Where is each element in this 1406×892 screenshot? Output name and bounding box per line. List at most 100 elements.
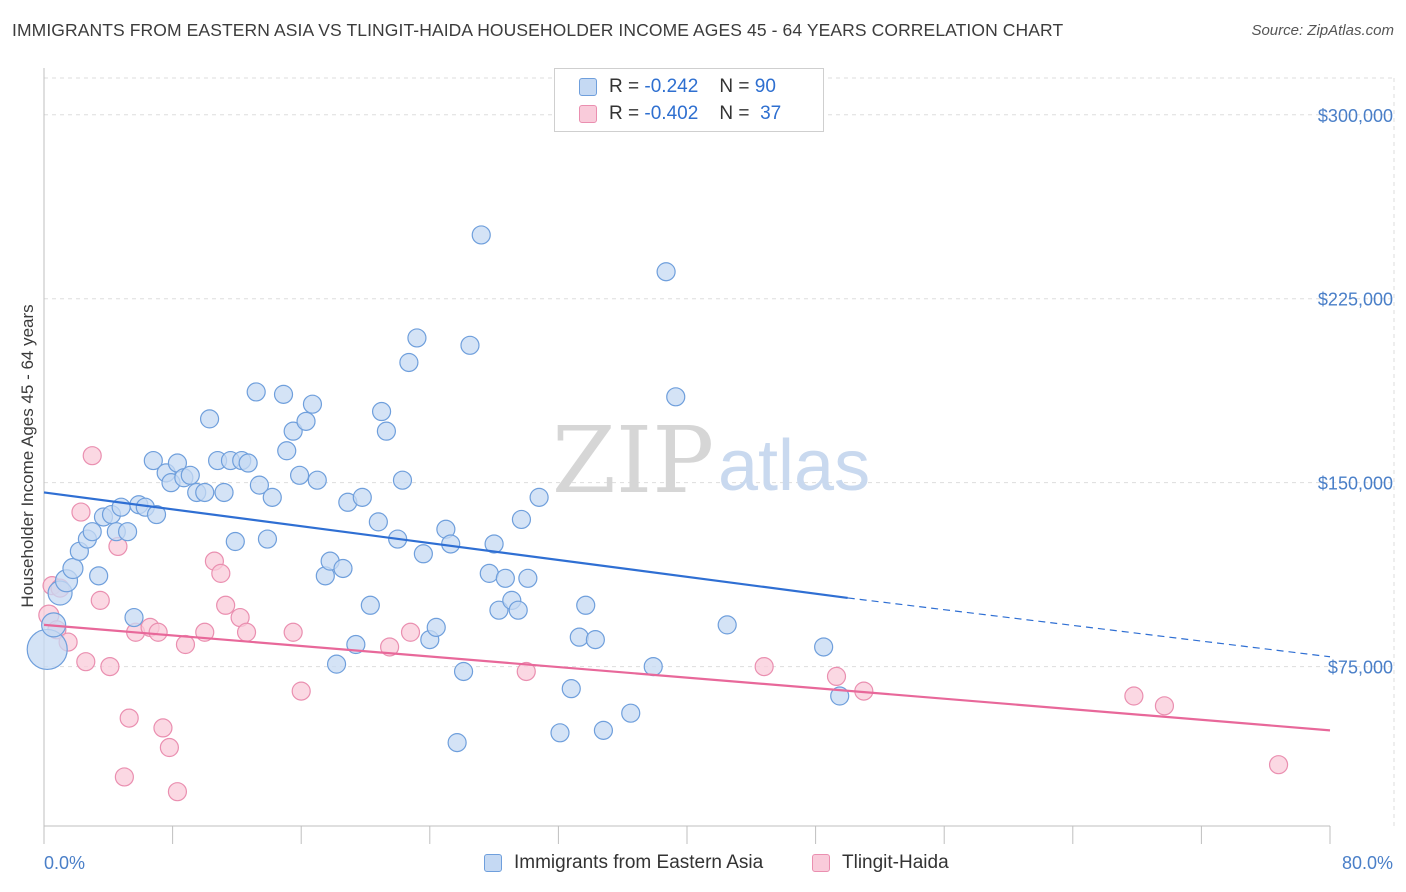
tlingit-haida-point <box>1268 755 1289 775</box>
tlingit-haida-point <box>236 622 257 642</box>
eastern-asia-trend-extension <box>847 597 1331 658</box>
y-tick-label: $150,000 <box>1318 474 1393 494</box>
y-tick-label: $75,000 <box>1328 658 1393 678</box>
eastern-asia-point <box>289 465 310 485</box>
tlingit-haida-point <box>71 502 91 522</box>
series-swatch-pink <box>812 854 830 872</box>
chart-title: IMMIGRANTS FROM EASTERN ASIA VS TLINGIT-… <box>12 20 1064 40</box>
tlingit-haida-point <box>400 622 421 642</box>
eastern-asia-point <box>246 382 266 402</box>
eastern-asia-point <box>484 534 504 554</box>
x-tick-labels: 0.0% 80.0% <box>44 853 1393 873</box>
eastern-asia-point <box>585 630 605 650</box>
eastern-asia-point <box>214 482 234 503</box>
eastern-asia-point <box>225 531 245 552</box>
eastern-asia-point <box>360 595 380 615</box>
tlingit-haida-point <box>1154 696 1175 716</box>
eastern-asia-point <box>82 522 102 542</box>
tlingit-haida-point <box>90 590 110 610</box>
legend-r-value: -0.242 <box>644 76 699 97</box>
eastern-asia-point <box>371 401 392 422</box>
eastern-asia-point <box>413 544 433 564</box>
eastern-asia-point <box>666 387 686 407</box>
eastern-asia-point <box>143 450 163 471</box>
trend-lines <box>43 491 1331 732</box>
eastern-asia-point <box>180 465 200 485</box>
legend-n-label: N = <box>719 76 750 97</box>
eastern-asia-point <box>550 723 570 743</box>
eastern-asia-point <box>89 566 109 586</box>
eastern-asia-point <box>529 487 549 507</box>
eastern-asia-point <box>489 600 509 620</box>
tlingit-haida-point <box>159 737 179 758</box>
eastern-asia-point <box>326 654 347 674</box>
tlingit-haida-point <box>119 708 139 728</box>
eastern-asia-point <box>392 470 413 490</box>
series-name: Tlingit-Haida <box>842 852 949 873</box>
eastern-asia-point <box>593 720 614 740</box>
x-tick-label: 80.0% <box>1342 853 1393 873</box>
legend-n-value: 37 <box>760 103 782 124</box>
series-legend: Immigrants from Eastern Asia Tlingit-Hai… <box>0 852 1406 878</box>
tlingit-haida-point <box>175 634 196 655</box>
legend-r-value: -0.402 <box>644 103 699 124</box>
tlingit-haida-point <box>380 637 400 657</box>
watermark: ZIP atlas <box>552 407 870 514</box>
eastern-asia-point <box>471 225 491 245</box>
tlingit-haida-point <box>283 622 303 642</box>
tlingit-haida-point <box>211 563 231 583</box>
eastern-asia-point <box>453 661 474 682</box>
y-axis-label: Householder Income Ages 45 - 64 years <box>18 304 37 607</box>
eastern-asia-point <box>352 487 372 507</box>
legend: R = -0.242 N = 90 R = -0.402 N = 37 <box>554 68 824 132</box>
tlingit-haida-point <box>82 446 102 466</box>
tlingit-haida-point <box>167 782 188 802</box>
series-legend-eastern-asia: Immigrants from Eastern Asia <box>484 852 763 874</box>
eastern-asia-point <box>569 627 589 647</box>
y-tick-label: $300,000 <box>1318 106 1393 126</box>
eastern-asia-point <box>333 558 353 579</box>
series-legend-tlingit-haida: Tlingit-Haida <box>812 852 949 874</box>
tlingit-haida-point <box>754 656 774 677</box>
eastern-asia-point <box>621 703 641 723</box>
eastern-asia-point <box>407 328 427 348</box>
eastern-asia-point <box>376 421 396 441</box>
eastern-asia-point <box>273 384 294 404</box>
tlingit-haida-point <box>153 718 173 738</box>
eastern-asia-point <box>460 335 480 355</box>
eastern-asia-point <box>307 470 327 490</box>
eastern-asia-point <box>717 615 737 635</box>
eastern-asia-point <box>283 421 303 441</box>
legend-r-label: R = <box>609 76 640 97</box>
eastern-asia-point <box>508 600 528 620</box>
tlingit-haida-point <box>516 661 536 682</box>
eastern-asia-point <box>146 504 167 525</box>
y-tick-labels: $75,000 $150,000 $225,000 $300,000 <box>1318 106 1393 678</box>
eastern-asia-trend-line <box>43 491 848 600</box>
eastern-asia-point <box>62 557 84 580</box>
eastern-asia-point <box>479 563 499 583</box>
eastern-asia-point <box>576 595 596 615</box>
eastern-asia-point <box>238 453 258 473</box>
legend-swatch-blue <box>579 78 597 96</box>
eastern-asia-point <box>368 512 388 532</box>
tlingit-haida-point <box>1124 686 1144 706</box>
series-name: Immigrants from Eastern Asia <box>514 852 764 873</box>
eastern-asia-point <box>814 637 834 657</box>
eastern-asia-point <box>495 568 515 588</box>
legend-n-label: N = <box>719 103 750 124</box>
eastern-asia-point <box>117 522 138 542</box>
eastern-asia-point <box>296 411 316 431</box>
tlingit-haida-point <box>826 666 847 687</box>
eastern-asia-point <box>511 509 532 530</box>
y-tick-label: $225,000 <box>1318 290 1393 310</box>
x-tick-label: 0.0% <box>44 853 85 873</box>
eastern-asia-point <box>249 475 270 495</box>
series-swatch-blue <box>484 854 502 872</box>
eastern-asia-point <box>199 409 220 429</box>
watermark-atlas: atlas <box>718 426 870 506</box>
tlingit-haida-point <box>216 595 236 615</box>
tlingit-haida-point <box>114 767 134 787</box>
eastern-asia-point <box>399 352 419 373</box>
